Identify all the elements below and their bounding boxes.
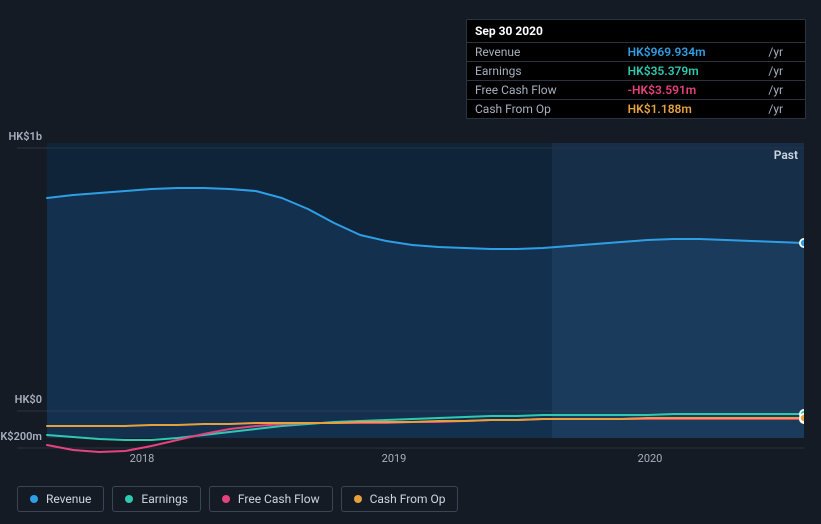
tooltip: Sep 30 2020 RevenueHK$969.934m/yrEarning…	[466, 19, 806, 119]
legend-dot-icon	[222, 495, 230, 503]
legend-item[interactable]: Revenue	[17, 486, 104, 512]
legend: Revenue Earnings Free Cash Flow Cash From O…	[17, 486, 458, 512]
tooltip-row: Cash From OpHK$1.188m/yr	[467, 100, 805, 119]
tooltip-row-unit: /yr	[766, 62, 805, 81]
y-axis-label: HK$1b	[0, 130, 42, 143]
tooltip-row-unit: /yr	[766, 81, 805, 100]
legend-label: Cash From Op	[370, 492, 446, 506]
legend-item[interactable]: Cash From Op	[341, 486, 459, 512]
tooltip-row-unit: /yr	[766, 100, 805, 119]
tooltip-row-label: Free Cash Flow	[467, 81, 620, 100]
tooltip-row: EarningsHK$35.379m/yr	[467, 62, 805, 81]
past-label: Past	[774, 148, 798, 162]
legend-item[interactable]: Free Cash Flow	[209, 486, 333, 512]
tooltip-date: Sep 30 2020	[467, 20, 805, 42]
legend-dot-icon	[125, 495, 133, 503]
y-axis-label: -HK$200m	[0, 430, 42, 443]
tooltip-row-label: Revenue	[467, 43, 620, 62]
y-axis-label: HK$0	[0, 393, 42, 406]
chart-svg	[17, 120, 804, 470]
chart: Past HK$1bHK$0-HK$200m201820192020	[17, 120, 804, 470]
x-axis-label: 2018	[130, 452, 155, 465]
tooltip-row: Free Cash Flow-HK$3.591m/yr	[467, 81, 805, 100]
tooltip-row-label: Earnings	[467, 62, 620, 81]
legend-label: Free Cash Flow	[238, 492, 320, 506]
tooltip-table: RevenueHK$969.934m/yrEarningsHK$35.379m/…	[467, 42, 805, 118]
tooltip-row-value: HK$35.379m	[620, 62, 767, 81]
tooltip-row-value: HK$969.934m	[620, 43, 767, 62]
x-axis-label: 2019	[382, 452, 407, 465]
tooltip-row-value: HK$1.188m	[620, 100, 767, 119]
tooltip-row-unit: /yr	[766, 43, 805, 62]
legend-label: Revenue	[46, 492, 91, 506]
legend-dot-icon	[30, 495, 38, 503]
tooltip-row-label: Cash From Op	[467, 100, 620, 119]
tooltip-row: RevenueHK$969.934m/yr	[467, 43, 805, 62]
tooltip-row-value: -HK$3.591m	[620, 81, 767, 100]
x-axis-label: 2020	[638, 452, 663, 465]
legend-dot-icon	[354, 495, 362, 503]
legend-label: Earnings	[141, 492, 188, 506]
legend-item[interactable]: Earnings	[112, 486, 201, 512]
